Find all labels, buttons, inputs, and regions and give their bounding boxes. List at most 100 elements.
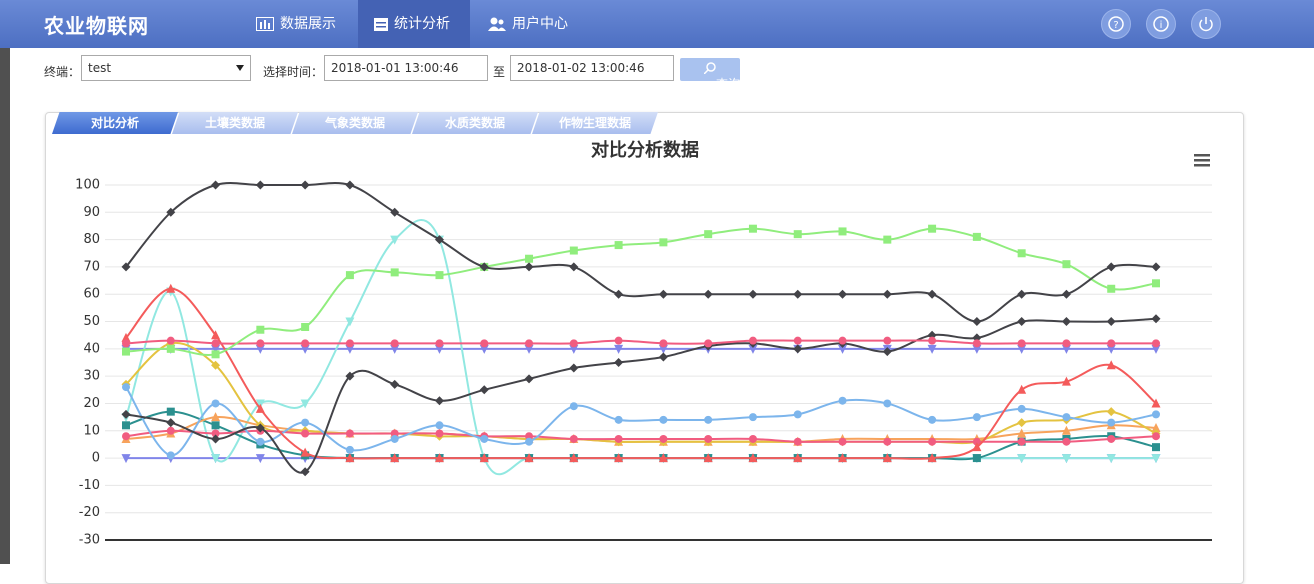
- help-icon[interactable]: ?: [1101, 9, 1131, 39]
- point: [211, 434, 221, 444]
- button-label: 查询: [716, 77, 741, 91]
- y-tick-label: 20: [83, 396, 100, 411]
- nav-item[interactable]: 用户中心: [472, 0, 588, 48]
- menu-icon[interactable]: [1194, 154, 1210, 167]
- power-icon[interactable]: [1191, 9, 1221, 39]
- point: [300, 399, 310, 409]
- point: [211, 421, 220, 430]
- info-icon[interactable]: i: [1146, 9, 1176, 39]
- point: [569, 339, 578, 348]
- tab[interactable]: 土壤类数据: [172, 112, 298, 134]
- point: [928, 336, 937, 345]
- point: [1107, 284, 1116, 293]
- point: [435, 429, 444, 438]
- point: [255, 403, 265, 413]
- point: [300, 467, 310, 477]
- point: [838, 289, 848, 299]
- point: [972, 317, 982, 327]
- point: [883, 437, 892, 446]
- point: [300, 344, 310, 354]
- point: [255, 344, 265, 354]
- point: [255, 423, 265, 433]
- point: [614, 358, 624, 367]
- point: [211, 429, 220, 438]
- header: 农业物联网 数据展示 统计分析 用户中心 ? i: [0, 0, 1314, 48]
- point: [1106, 407, 1116, 417]
- svg-text:?: ?: [1113, 20, 1118, 31]
- point: [525, 339, 534, 348]
- point: [927, 344, 937, 354]
- point: [793, 437, 802, 446]
- point: [793, 453, 803, 463]
- point: [569, 363, 579, 373]
- point: [614, 289, 624, 299]
- tab[interactable]: 水质类数据: [412, 112, 538, 134]
- point: [166, 418, 176, 428]
- point: [434, 396, 444, 406]
- nav-label: 用户中心: [512, 16, 568, 32]
- y-tick-label: 70: [83, 259, 100, 274]
- point: [927, 289, 937, 299]
- point: [211, 350, 220, 359]
- series-line: [125, 227, 1157, 357]
- point: [748, 344, 758, 354]
- point: [345, 339, 354, 348]
- point: [838, 437, 847, 446]
- y-tick-label: 50: [83, 314, 100, 329]
- point: [435, 271, 444, 280]
- point: [345, 453, 355, 463]
- point: [479, 262, 489, 272]
- point: [301, 323, 310, 331]
- svg-text:i: i: [1160, 20, 1163, 31]
- point: [614, 241, 623, 250]
- series-line: [125, 287, 1157, 460]
- nav-item[interactable]: 数据展示: [240, 0, 356, 48]
- point: [434, 344, 444, 354]
- point: [524, 374, 534, 384]
- nav-item[interactable]: 统计分析: [358, 0, 470, 48]
- point: [748, 413, 757, 422]
- point: [972, 442, 982, 452]
- start-input[interactable]: 2018-01-01 13:00:46: [324, 55, 488, 81]
- point: [1017, 454, 1027, 464]
- point: [658, 289, 668, 299]
- point: [211, 360, 221, 370]
- point: [1017, 317, 1027, 327]
- point: [479, 344, 489, 354]
- query-button[interactable]: 查询: [680, 58, 740, 91]
- point: [1062, 437, 1071, 446]
- point: [345, 271, 354, 280]
- y-tick-label: 80: [83, 232, 100, 247]
- point: [1107, 418, 1116, 427]
- y-tick-label: 0: [92, 451, 100, 466]
- point: [928, 437, 937, 446]
- point: [1061, 425, 1071, 435]
- point: [1152, 432, 1160, 441]
- tab[interactable]: 对比分析: [52, 112, 178, 134]
- tab[interactable]: 气象类数据: [292, 112, 418, 134]
- point: [1061, 344, 1071, 354]
- point: [882, 289, 892, 299]
- point: [345, 445, 354, 454]
- point: [256, 339, 265, 348]
- point: [345, 371, 355, 381]
- point: [838, 336, 847, 345]
- point: [659, 434, 668, 443]
- point: [1061, 289, 1071, 299]
- point: [390, 344, 400, 354]
- logo: 农业物联网: [44, 14, 149, 38]
- point: [435, 421, 444, 430]
- point: [345, 317, 355, 327]
- y-tick-label: 100: [75, 178, 100, 193]
- point: [614, 336, 623, 345]
- point: [1017, 289, 1027, 299]
- point: [972, 232, 981, 241]
- point: [1017, 249, 1026, 258]
- terminal-select[interactable]: test: [81, 55, 251, 81]
- point: [972, 339, 981, 348]
- point: [614, 415, 623, 424]
- tab[interactable]: 作物生理数据: [532, 112, 658, 134]
- point: [658, 453, 668, 463]
- end-input[interactable]: 2018-01-02 13:00:46: [510, 55, 674, 81]
